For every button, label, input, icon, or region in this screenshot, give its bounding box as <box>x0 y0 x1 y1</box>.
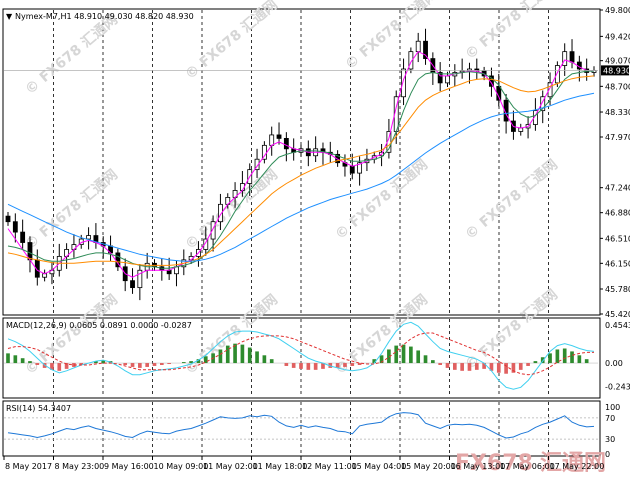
time-tick-label: 11 May 18:00 <box>253 462 308 471</box>
rsi-panel-frame <box>2 400 601 457</box>
price-tick-label: 49.800 <box>605 6 630 15</box>
candle-body <box>269 134 275 146</box>
macd-panel <box>4 321 598 390</box>
watermark-text: © FX678 汇通网 <box>462 287 561 373</box>
watermark-text: © FX678 汇通网 <box>22 12 121 98</box>
price-panel <box>4 28 598 301</box>
axes: 49.800 49.420 49.070 48.700 48.330 47.970 47.2… <box>3 6 630 471</box>
price-tick-label: 49.070 <box>605 57 630 66</box>
macd-tick-label: 0.4543 <box>605 321 630 330</box>
candle-body <box>423 40 428 59</box>
macd-label: MACD(12,26,9) 0.0605 0.0891 0.0000 -0.02… <box>6 321 192 330</box>
moving-average-line <box>7 75 595 266</box>
candle-body <box>335 153 341 164</box>
last-price-box <box>601 65 629 76</box>
candle-body <box>276 134 282 139</box>
watermarks: © FX678 汇通网 © FX678 汇通网 © FX678 汇通网 © FX678… <box>22 0 606 476</box>
macd-panel-frame <box>2 317 601 399</box>
watermark-text: © FX678 汇通网 <box>342 0 441 73</box>
time-tick-label: 15 May 20:00 <box>401 462 456 471</box>
candle-body <box>547 82 553 98</box>
macd-tick-label: 0.00 <box>605 359 623 368</box>
candle-body <box>401 68 406 98</box>
candle-body <box>445 75 450 84</box>
rsi-panel <box>4 412 598 440</box>
watermark-text: © FX678 汇通网 <box>22 167 121 253</box>
time-tick-label: 8 May 23:00 <box>55 462 105 471</box>
candle-body <box>532 110 538 125</box>
watermark-brand-latin: FX678 <box>455 451 533 476</box>
chart-title: Nymex-M7,H1 48.910 49.030 48.820 48.930 <box>15 12 194 21</box>
panel-frames <box>2 8 601 457</box>
watermark-text: © FX678 汇通网 <box>462 157 561 243</box>
macd-line <box>7 321 595 390</box>
time-tick-label: 10 May 09:00 <box>154 462 209 471</box>
dropdown-arrow-icon[interactable]: ▼ <box>6 12 13 21</box>
time-tick-label: 15 May 04:00 <box>352 462 407 471</box>
rsi-tick-label: 70 <box>605 414 615 423</box>
time-tick-label: 9 May 16:00 <box>104 462 154 471</box>
price-tick-label: 45.780 <box>605 285 630 294</box>
candle-body <box>42 273 48 278</box>
candle-body <box>203 238 209 250</box>
time-tick-label: 12 May 11:00 <box>302 462 357 471</box>
watermark-brand-cn: 汇通网 <box>540 451 606 476</box>
watermark-text: © FX678 汇通网 <box>182 167 281 253</box>
time-tick-label: 8 May 2017 <box>5 462 52 471</box>
candle-body <box>5 215 11 223</box>
candle-body <box>349 165 355 174</box>
candle-body <box>554 65 560 84</box>
rsi-line <box>7 412 595 439</box>
candle-body <box>408 51 414 70</box>
price-tick-label: 46.510 <box>605 234 630 243</box>
candle-body <box>503 99 509 122</box>
candle-body <box>218 203 223 223</box>
price-tick-label: 45.420 <box>605 310 630 319</box>
candle-body <box>562 51 568 66</box>
candle-body <box>437 72 443 84</box>
watermark-text: © FX678 汇通网 <box>332 292 431 378</box>
price-tick-label: 48.330 <box>605 108 630 117</box>
time-tick-label: 17 May 22:00 <box>550 462 605 471</box>
price-tick-label: 47.970 <box>605 133 630 142</box>
moving-average-line <box>7 92 595 262</box>
last-price-label: 48.930 <box>603 66 630 75</box>
watermark-text: © FX678 汇通网 <box>332 157 431 243</box>
rsi-tick-label: 0 <box>605 450 610 459</box>
rsi-tick-label: 100 <box>605 403 620 412</box>
candle-body <box>415 40 421 53</box>
price-tick-label: 46.150 <box>605 259 630 268</box>
price-panel-frame <box>2 8 601 316</box>
price-tick-label: 48.700 <box>605 82 630 91</box>
candle-body <box>12 221 18 233</box>
moving-average-line <box>7 50 595 278</box>
rsi-label: RSI(14) 54.3407 <box>6 404 71 413</box>
candle-body <box>254 158 260 171</box>
time-tick-label: 11 May 02:00 <box>203 462 258 471</box>
price-tick-label: 46.880 <box>605 209 630 218</box>
candle-body <box>20 231 26 243</box>
time-tick-label: 17 May 06:00 <box>500 462 555 471</box>
candle-body <box>540 96 546 112</box>
macd-signal-line <box>7 332 594 376</box>
candle-body <box>130 280 135 289</box>
candle-body <box>86 235 91 240</box>
candle-body <box>518 127 524 132</box>
last-price-marker: 48.930 <box>601 65 630 76</box>
candle-body <box>137 269 143 289</box>
moving-average-line <box>7 70 594 269</box>
macd-tick-label: -0.243 <box>605 383 630 392</box>
candle-body <box>569 51 575 63</box>
time-tick-label: 16 May 13:00 <box>451 462 506 471</box>
price-tick-label: 49.420 <box>605 32 630 41</box>
rsi-tick-label: 30 <box>605 435 615 444</box>
candle-body <box>210 221 216 240</box>
candle-body <box>357 162 363 174</box>
price-tick-label: 47.240 <box>605 184 630 193</box>
candle-body <box>283 138 289 150</box>
panel-titles: ▼ Nymex-M7,H1 48.910 49.030 48.820 48.93… <box>6 12 194 413</box>
